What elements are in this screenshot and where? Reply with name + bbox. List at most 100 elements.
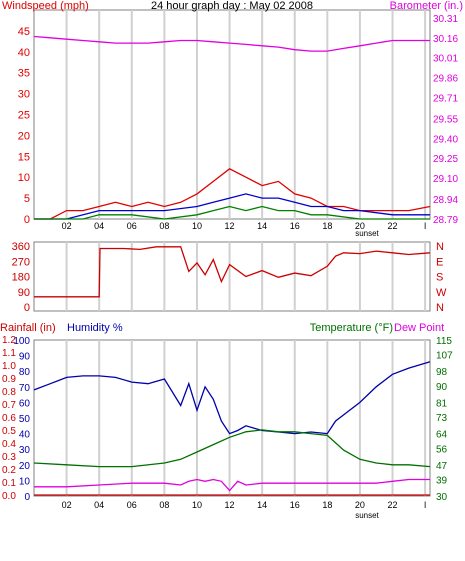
humidity-tick-label: 40 — [19, 430, 31, 441]
barometer-tick-label: 29.10 — [433, 174, 458, 185]
rainfall-tick-label: 0.2 — [2, 465, 16, 476]
temperature-axis-ticks: 30 39 47 56 64 73 81 90 98 107 115 — [436, 336, 453, 503]
barometer-tick-label: 28.79 — [433, 215, 458, 226]
windspeed-tick-label: 40 — [18, 47, 30, 59]
barometer-tick-label: 29.71 — [433, 93, 458, 104]
rainfall-tick-label: 1.2 — [2, 335, 16, 346]
humidity-line — [33, 361, 431, 435]
temperature-tick-label: 30 — [436, 492, 448, 503]
hour-tick-label: 02 — [62, 221, 72, 231]
barometer-axis-label: Barometer (in.) — [390, 0, 463, 12]
temperature-tick-label: 47 — [436, 461, 448, 472]
temp-humidity-grid — [65, 340, 427, 496]
hour-tick-label: 06 — [127, 500, 137, 510]
barometer-tick-label: 30.16 — [433, 34, 458, 45]
windspeed-tick-label: 10 — [18, 172, 30, 184]
barometer-axis-ticks: 28.79 28.94 29.10 29.25 29.40 29.55 29.71 29.86… — [433, 14, 458, 226]
hour-tick-label: 06 — [127, 221, 137, 231]
direction-tick-label: 360 — [12, 241, 30, 253]
compass-tick-label: E — [436, 256, 443, 268]
temp-humidity-plot-area — [33, 339, 431, 497]
barometer-tick-label: 29.86 — [433, 74, 458, 85]
hour-tick-label: 22 — [388, 221, 398, 231]
hour-tick-label: 20 — [355, 221, 365, 231]
temperature-tick-label: 81 — [436, 398, 448, 409]
humidity-tick-label: 80 — [19, 367, 31, 378]
hour-tick-label: 22 — [388, 500, 398, 510]
hour-tick-label: 08 — [159, 500, 169, 510]
hour-tick-label: 16 — [290, 221, 300, 231]
windspeed-tick-label: 45 — [18, 26, 30, 38]
sunset-label-bottom: sunset — [355, 511, 379, 520]
temperature-line — [33, 429, 431, 468]
hour-tick-label: 02 — [62, 500, 72, 510]
windspeed-tick-label: 15 — [18, 151, 30, 163]
rainfall-tick-label: 0.7 — [2, 400, 16, 411]
humidity-tick-label: 50 — [19, 414, 31, 425]
rainfall-tick-label: 1.0 — [2, 361, 16, 372]
hour-tick-label: 14 — [257, 221, 267, 231]
dewpoint-axis-label: Dew Point — [394, 322, 444, 334]
temperature-tick-label: 107 — [436, 351, 453, 362]
compass-tick-label: N — [436, 302, 444, 314]
temperature-tick-label: 73 — [436, 413, 448, 424]
humidity-tick-label: 70 — [19, 383, 31, 394]
barometer-tick-label: 29.25 — [433, 154, 458, 165]
barometer-tick-label: 29.40 — [433, 134, 458, 145]
rainfall-axis-ticks: 0.0 0.1 0.2 0.3 0.4 0.5 0.6 0.7 0.8 0.9 1.0 1.1 1.2 — [2, 335, 16, 502]
humidity-axis-label: Humidity % — [67, 322, 123, 334]
compass-tick-label: W — [436, 287, 447, 299]
hour-tick-label: 04 — [94, 221, 104, 231]
temp-hour-ticks: 02 04 06 08 10 12 14 16 18 20 22 l — [62, 500, 427, 510]
wind-hour-ticks: 02 04 06 08 10 12 14 16 18 20 22 l — [62, 221, 427, 231]
hour-tick-label: 12 — [225, 221, 235, 231]
hour-tick-label: 10 — [192, 221, 202, 231]
rainfall-tick-label: 0.6 — [2, 413, 16, 424]
rainfall-tick-label: 0.1 — [2, 478, 16, 489]
rainfall-tick-label: 0.5 — [2, 426, 16, 437]
hour-tick-label: 04 — [94, 500, 104, 510]
hour-tick-label: 20 — [355, 500, 365, 510]
rainfall-tick-label: 0.9 — [2, 374, 16, 385]
hour-tick-label: 18 — [322, 500, 332, 510]
temp-humidity-series — [33, 361, 431, 496]
humidity-tick-label: 10 — [19, 476, 31, 487]
direction-tick-label: 0 — [24, 302, 30, 314]
humidity-tick-label: 20 — [19, 461, 31, 472]
sunset-label-top: sunset — [355, 229, 379, 238]
wind-barometer-grid — [65, 10, 427, 219]
windspeed-tick-label: 30 — [18, 89, 30, 101]
temperature-tick-label: 39 — [436, 475, 448, 486]
compass-tick-label: S — [436, 272, 443, 284]
compass-tick-label: N — [436, 241, 444, 253]
hour-tick-label: l — [424, 221, 426, 231]
barometer-tick-label: 30.01 — [433, 54, 458, 65]
hour-tick-label: 16 — [290, 500, 300, 510]
temperature-tick-label: 98 — [436, 367, 448, 378]
hour-tick-label: 10 — [192, 500, 202, 510]
temperature-tick-label: 64 — [436, 430, 448, 441]
windspeed-axis-label: Windspeed (mph) — [2, 0, 89, 12]
wind-direction-series — [34, 246, 431, 298]
wind-low-line — [34, 205, 430, 220]
wind-average-line — [34, 193, 430, 220]
rainfall-tick-label: 0.8 — [2, 387, 16, 398]
hour-tick-label: 18 — [322, 221, 332, 231]
temperature-tick-label: 115 — [436, 336, 452, 347]
humidity-tick-label: 60 — [19, 398, 31, 409]
windspeed-tick-label: 25 — [18, 110, 30, 122]
windspeed-tick-label: 5 — [24, 193, 30, 205]
direction-tick-label: 90 — [18, 287, 30, 299]
rainfall-tick-label: 0.3 — [2, 452, 16, 463]
direction-tick-label: 270 — [12, 256, 30, 268]
rainfall-tick-label: 1.1 — [2, 348, 16, 359]
temperature-tick-label: 56 — [436, 444, 448, 455]
barometer-tick-label: 30.31 — [433, 14, 458, 25]
rainfall-axis-label: Rainfall (in) — [0, 322, 56, 334]
hour-tick-label: 08 — [159, 221, 169, 231]
humidity-tick-label: 90 — [19, 352, 31, 363]
chart-title: 24 hour graph day : May 02 2008 — [151, 0, 313, 12]
